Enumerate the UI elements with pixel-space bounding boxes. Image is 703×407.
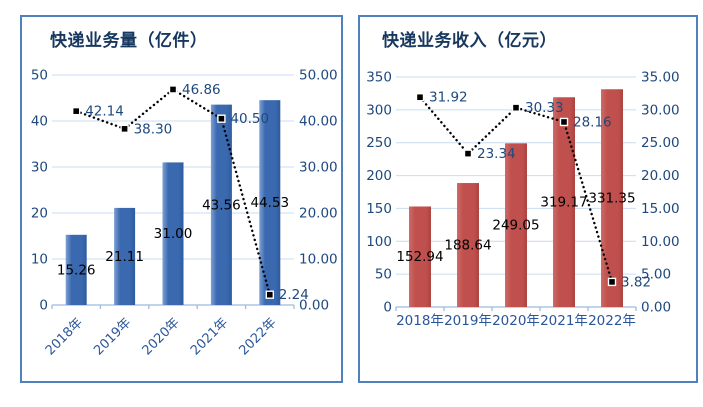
- x-category-label: 2019年: [444, 313, 492, 329]
- bar: [65, 234, 87, 305]
- left-axis-tick-label: 200: [366, 168, 392, 184]
- line-marker: [415, 93, 425, 102]
- right-axis-tick-label: 40.00: [299, 114, 338, 130]
- right-axis-tick-label: 20.00: [299, 206, 338, 222]
- right-axis-tick-label: 0.00: [641, 300, 671, 316]
- x-category-label: 2018年: [396, 313, 444, 329]
- line-value-label: 2.24: [279, 287, 309, 303]
- volume-chart-panel: 快递业务量（亿件） 0 10 20 30 40 50 0.00 10.00 20.00 30.00…: [20, 15, 343, 383]
- bar-value-label: 31.00: [154, 226, 193, 242]
- bar-value-label: 319.17: [540, 195, 587, 211]
- volume-chart-title: 快递业务量（亿件）: [50, 31, 208, 51]
- left-axis-tick-label: 0: [39, 298, 48, 314]
- line-marker: [265, 290, 275, 299]
- left-axis-tick-label: 10: [31, 252, 48, 268]
- x-category-label: 2018年: [43, 315, 86, 358]
- x-category-label: 2022年: [236, 315, 279, 358]
- x-category-label: 2021年: [188, 315, 231, 358]
- bar: [210, 104, 232, 306]
- bar-value-label: 152.94: [396, 249, 443, 265]
- right-axis-tick-label: 20.00: [641, 168, 680, 184]
- left-axis-tick-label: 20: [31, 206, 48, 222]
- x-category-label: 2020年: [492, 313, 540, 329]
- left-axis-tick-label: 250: [366, 135, 392, 151]
- line-value-label: 3.82: [621, 274, 651, 290]
- left-axis-tick-label: 300: [366, 102, 392, 118]
- line-value-label: 42.14: [85, 104, 124, 120]
- bar-value-label: 249.05: [492, 218, 539, 234]
- bar: [601, 89, 623, 308]
- right-axis-tick-label: 30.00: [299, 160, 338, 176]
- x-category-label: 2022年: [588, 313, 636, 329]
- left-axis-tick-label: 30: [31, 160, 48, 176]
- bar: [114, 207, 136, 305]
- line-marker: [168, 85, 178, 94]
- line-marker: [72, 106, 81, 116]
- bar-value-label: 331.35: [588, 191, 635, 207]
- line-marker: [511, 103, 521, 112]
- left-axis-tick-label: 40: [31, 114, 48, 130]
- x-category-label: 2021年: [540, 313, 588, 329]
- line-value-label: 23.34: [477, 146, 516, 162]
- bar-value-label: 44.53: [250, 195, 289, 211]
- bar: [409, 206, 431, 307]
- revenue-chart-panel: 快递业务收入（亿元） 0 50 100 150 200 250 300 350 0.00 5.00…: [358, 15, 698, 383]
- right-axis-tick-label: 25.00: [641, 135, 680, 151]
- x-category-label: 2019年: [91, 315, 134, 358]
- revenue-chart-canvas: 0 50 100 150 200 250 300 350 0.00 5.00 10.00 15.00 2…: [366, 70, 680, 330]
- line-value-label: 28.16: [573, 114, 612, 130]
- bar: [505, 143, 527, 307]
- revenue-chart-title: 快递业务收入（亿元）: [382, 31, 557, 51]
- left-axis-tick-label: 50: [375, 267, 392, 283]
- left-axis-tick-label: 0: [383, 300, 392, 316]
- bar-value-label: 188.64: [444, 238, 491, 254]
- line-value-label: 38.30: [134, 121, 173, 137]
- x-category-label: 2020年: [140, 315, 183, 358]
- right-axis-tick-label: 35.00: [641, 70, 680, 86]
- left-axis-tick-label: 350: [366, 70, 392, 86]
- left-axis-tick-label: 100: [366, 234, 392, 250]
- bar-value-label: 21.11: [105, 249, 144, 265]
- bar: [259, 100, 281, 305]
- bar-value-label: 15.26: [57, 262, 96, 278]
- line-value-label: 30.33: [525, 100, 564, 116]
- right-axis-tick-label: 0.00: [299, 298, 329, 314]
- bar: [162, 162, 184, 305]
- right-axis-tick-label: 5.00: [641, 267, 671, 283]
- right-axis-tick-label: 50.00: [299, 68, 338, 84]
- volume-chart-canvas: 0 10 20 30 40 50 0.00 10.00 20.00 30.00 40.00 50.00…: [31, 68, 338, 359]
- line-value-label: 46.86: [182, 82, 221, 98]
- line-value-label: 31.92: [429, 90, 468, 106]
- line-marker: [463, 149, 473, 158]
- line-marker: [607, 277, 617, 287]
- left-axis-tick-label: 50: [31, 68, 48, 84]
- right-axis-tick-label: 15.00: [641, 201, 680, 217]
- bar: [553, 97, 575, 308]
- bar: [457, 183, 479, 307]
- bar-value-label: 43.56: [202, 197, 241, 213]
- line-marker: [559, 117, 569, 127]
- line-marker: [217, 114, 226, 123]
- right-axis-tick-label: 10.00: [641, 234, 680, 250]
- right-axis-tick-label: 10.00: [299, 252, 338, 268]
- right-axis-tick-label: 30.00: [641, 102, 680, 118]
- left-axis-tick-label: 150: [366, 201, 392, 217]
- line-marker: [120, 124, 129, 134]
- line-value-label: 40.50: [230, 111, 269, 127]
